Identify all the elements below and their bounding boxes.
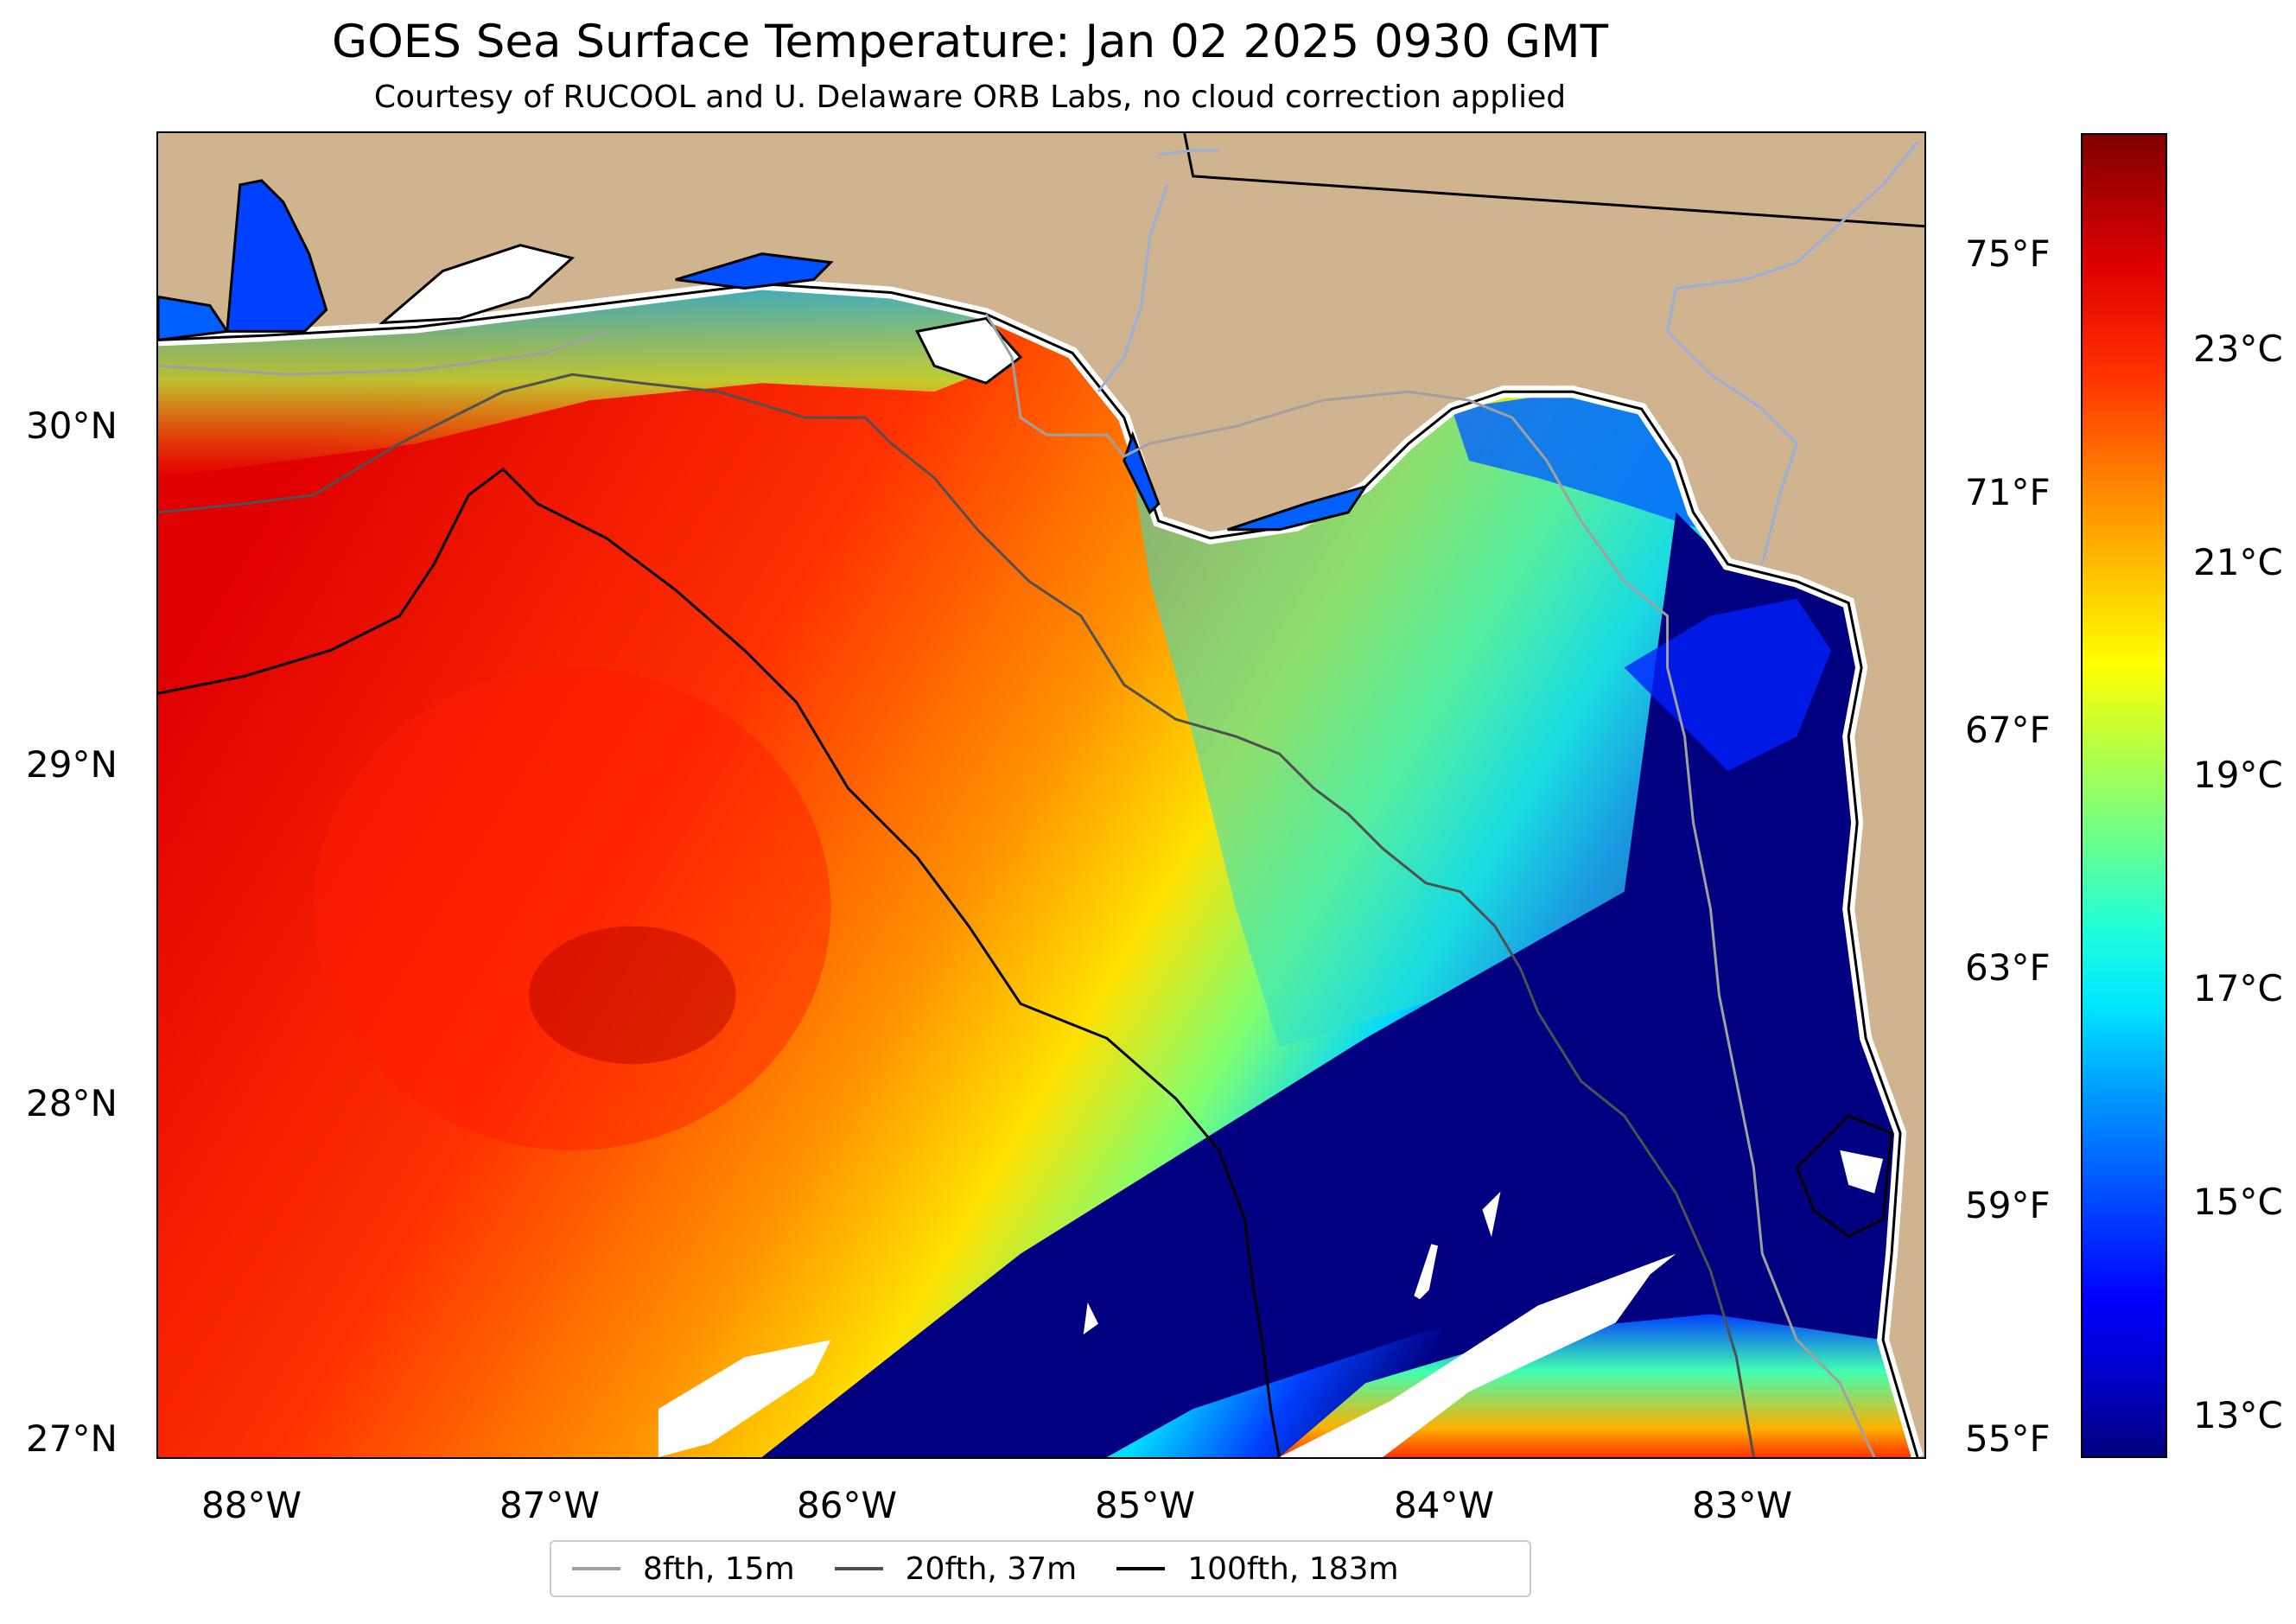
lon-label: 87°W xyxy=(499,1484,600,1526)
colorbar-label: 15°C xyxy=(2193,1181,2283,1223)
lon-label: 88°W xyxy=(201,1484,302,1526)
colorbar-label: 21°C xyxy=(2193,541,2283,583)
lat-label: 28°N xyxy=(26,1082,118,1124)
legend-label: 20fth, 37m xyxy=(905,1551,1078,1587)
sst-map-canvas xyxy=(158,133,1924,1457)
chart-subtitle: Courtesy of RUCOOL and U. Delaware ORB L… xyxy=(373,80,1567,115)
legend-item-20fth: 20fth, 37m xyxy=(834,1551,1078,1587)
chart-title: GOES Sea Surface Temperature: Jan 02 202… xyxy=(332,16,1608,68)
legend-label: 8fth, 15m xyxy=(643,1551,795,1587)
lat-label: 30°N xyxy=(26,404,118,447)
legend-swatch xyxy=(572,1567,620,1570)
state-border xyxy=(1183,133,1924,228)
legend-item-8fth: 8fth, 15m xyxy=(572,1551,795,1587)
colorbar-label: 19°C xyxy=(2193,754,2283,796)
legend-swatch xyxy=(1116,1567,1166,1570)
lat-label: 27°N xyxy=(26,1417,118,1460)
sst-map xyxy=(156,131,1926,1459)
isobath-8fth xyxy=(158,313,1876,1457)
legend-item-100fth: 100fth, 183m xyxy=(1116,1551,1399,1587)
lon-label: 85°W xyxy=(1095,1484,1195,1526)
fahrenheit-label: 55°F xyxy=(1965,1417,2051,1460)
map-legend: 8fth, 15m 20fth, 37m 100fth, 183m xyxy=(550,1540,1531,1597)
colorbar-label: 13°C xyxy=(2193,1394,2283,1436)
legend-label: 100fth, 183m xyxy=(1187,1551,1399,1587)
lon-label: 84°W xyxy=(1394,1484,1494,1526)
fahrenheit-label: 71°F xyxy=(1965,471,2051,513)
fahrenheit-label: 67°F xyxy=(1965,709,2051,751)
colorbar-label: 23°C xyxy=(2193,328,2283,370)
legend-swatch xyxy=(834,1567,883,1570)
fahrenheit-label: 75°F xyxy=(1965,232,2051,275)
lon-label: 86°W xyxy=(797,1484,897,1526)
river xyxy=(1158,149,1219,156)
colorbar-label: 17°C xyxy=(2193,967,2283,1009)
isobath-100fth xyxy=(158,468,1281,1457)
lon-label: 83°W xyxy=(1692,1484,1792,1526)
fahrenheit-label: 63°F xyxy=(1965,946,2051,989)
lat-label: 29°N xyxy=(26,743,118,786)
isobath-20fth xyxy=(158,373,1755,1457)
fahrenheit-label: 59°F xyxy=(1965,1184,2051,1226)
colorbar xyxy=(2081,133,2167,1458)
land-north xyxy=(158,133,1924,1457)
